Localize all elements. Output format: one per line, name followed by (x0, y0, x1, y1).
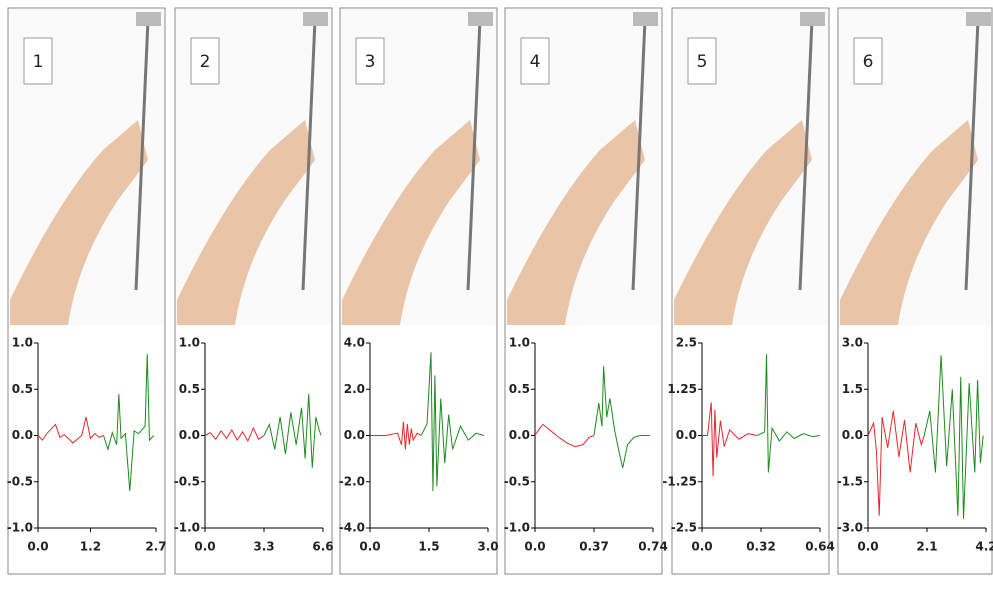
y-tick-label: -1.25 (662, 474, 697, 488)
x-tick-label: 1.2 (80, 540, 101, 554)
x-tick-label: 3.3 (253, 540, 274, 554)
panel-number-box (355, 37, 385, 85)
signal-line (204, 426, 265, 443)
panel-number: 2 (200, 52, 211, 72)
clamp (633, 12, 658, 26)
x-tick-label: 2.1 (916, 540, 937, 554)
y-tick-label: 1.5 (842, 382, 863, 396)
y-tick-label: 0.5 (179, 382, 200, 396)
y-tick-label: 0.0 (12, 428, 33, 442)
arm (840, 120, 978, 325)
signal-line (923, 355, 984, 519)
y-tick-label: -0.5 (7, 474, 33, 488)
y-tick-label: 1.25 (667, 382, 697, 396)
y-tick-label: -2.5 (671, 521, 697, 535)
panel-number: 5 (697, 52, 708, 72)
y-tick-label: -4.0 (339, 521, 365, 535)
panel-number-box (687, 37, 717, 85)
panel-number: 1 (33, 52, 44, 72)
clamp (136, 12, 161, 26)
y-tick-label: 1.0 (179, 336, 200, 350)
arm (10, 120, 148, 325)
clamp (800, 12, 825, 26)
rod (798, 19, 814, 291)
signal-line (103, 354, 155, 492)
y-tick-label: -1.0 (174, 521, 200, 535)
y-tick-label: 0.0 (676, 428, 697, 442)
x-tick-label: 0.32 (746, 540, 776, 554)
signal-line (420, 352, 485, 492)
y-tick-label: -1.5 (837, 474, 863, 488)
arm (342, 120, 480, 325)
clamp (303, 12, 328, 26)
x-tick-label: 0.0 (194, 540, 215, 554)
signal-line (37, 416, 104, 444)
rod (134, 19, 150, 291)
x-tick-label: 0.0 (359, 540, 380, 554)
panel-number-box (23, 37, 53, 85)
y-tick-label: -2.0 (339, 474, 365, 488)
arm (177, 120, 315, 325)
arm (507, 120, 645, 325)
panel-number-box (853, 37, 883, 85)
y-tick-label: 1.0 (509, 336, 530, 350)
y-tick-label: -1.0 (504, 521, 530, 535)
panel-number-box (190, 37, 220, 85)
y-tick-label: 0.0 (842, 428, 863, 442)
signal-line (534, 423, 595, 448)
signal-line (757, 354, 821, 473)
arm (674, 120, 812, 325)
clamp (966, 12, 991, 26)
x-tick-label: 1.5 (418, 540, 439, 554)
signal-line (867, 410, 925, 516)
rod (964, 19, 980, 291)
panel-number: 6 (863, 52, 874, 72)
y-tick-label: 0.5 (12, 382, 33, 396)
rod (631, 19, 647, 291)
y-tick-label: 2.5 (676, 336, 697, 350)
y-tick-label: 3.0 (842, 336, 863, 350)
x-tick-label: 2.7 (145, 540, 166, 554)
panel-number: 3 (365, 52, 376, 72)
panel-number: 4 (530, 52, 541, 72)
signal-line (702, 402, 758, 477)
y-tick-label: -0.5 (174, 474, 200, 488)
x-tick-label: 0.64 (805, 540, 835, 554)
signal-line (593, 366, 650, 468)
rod (301, 19, 317, 291)
signal-line (370, 421, 422, 450)
rod (466, 19, 482, 291)
x-tick-label: 3.0 (477, 540, 498, 554)
y-tick-label: 4.0 (344, 336, 365, 350)
y-tick-label: 0.0 (344, 428, 365, 442)
y-tick-label: -1.0 (7, 521, 33, 535)
y-tick-label: 2.0 (344, 382, 365, 396)
x-tick-label: 0.0 (691, 540, 712, 554)
x-tick-label: 0.0 (524, 540, 545, 554)
x-tick-label: 0.0 (857, 540, 878, 554)
y-tick-label: -3.0 (837, 521, 863, 535)
x-tick-label: 0.74 (638, 540, 668, 554)
x-tick-label: 0.0 (27, 540, 48, 554)
x-tick-label: 4.2 (975, 540, 993, 554)
y-tick-label: 1.0 (12, 336, 33, 350)
clamp (468, 12, 493, 26)
signal-line (263, 393, 322, 468)
x-tick-label: 6.6 (312, 540, 333, 554)
y-tick-label: -0.5 (504, 474, 530, 488)
y-tick-label: 0.0 (179, 428, 200, 442)
x-tick-label: 0.37 (579, 540, 609, 554)
y-tick-label: 0.5 (509, 382, 530, 396)
panel-number-box (520, 37, 550, 85)
y-tick-label: 0.0 (509, 428, 530, 442)
